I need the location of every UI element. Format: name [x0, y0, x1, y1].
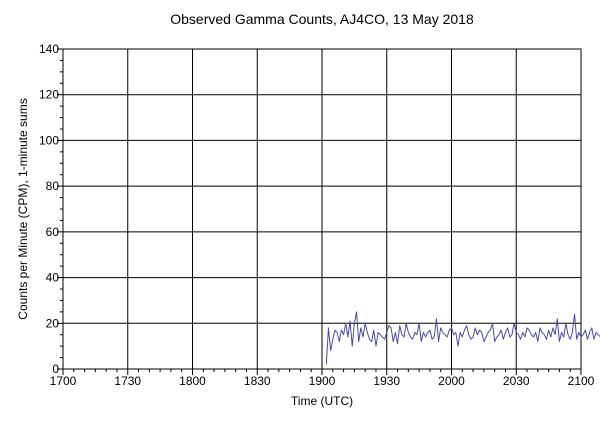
y-tick-label: 80 — [46, 179, 60, 193]
x-tick-label: 1800 — [179, 374, 206, 388]
x-tick-label: 1830 — [244, 374, 271, 388]
x-axis-label: Time (UTC) — [291, 394, 353, 408]
y-tick-labels: 0 20 40 60 80 100 120 140 — [39, 42, 59, 376]
series-line — [325, 311, 600, 365]
x-tick-label: 1930 — [373, 374, 400, 388]
y-axis-label: Counts per Minute (CPM), 1-minute sums — [16, 98, 30, 319]
y-tick-label: 100 — [39, 133, 59, 147]
x-tick-label: 2000 — [438, 374, 465, 388]
axis-ticks — [57, 48, 582, 375]
grid — [63, 49, 581, 369]
x-tick-label: 1700 — [50, 374, 77, 388]
y-tick-label: 40 — [46, 271, 60, 285]
y-tick-label: 60 — [46, 225, 60, 239]
x-tick-label: 1900 — [309, 374, 336, 388]
y-tick-label: 140 — [39, 42, 59, 56]
y-tick-label: 120 — [39, 88, 59, 102]
chart-title: Observed Gamma Counts, AJ4CO, 13 May 201… — [170, 11, 474, 27]
y-tick-label: 0 — [52, 362, 59, 376]
x-tick-label: 2030 — [503, 374, 530, 388]
x-tick-label: 1730 — [114, 374, 141, 388]
series-layer — [325, 311, 600, 365]
x-tick-labels: 1700 1730 1800 1830 1900 1930 2000 2030 2100 — [50, 374, 595, 388]
y-tick-label: 20 — [46, 316, 60, 330]
x-tick-label: 2100 — [568, 374, 595, 388]
